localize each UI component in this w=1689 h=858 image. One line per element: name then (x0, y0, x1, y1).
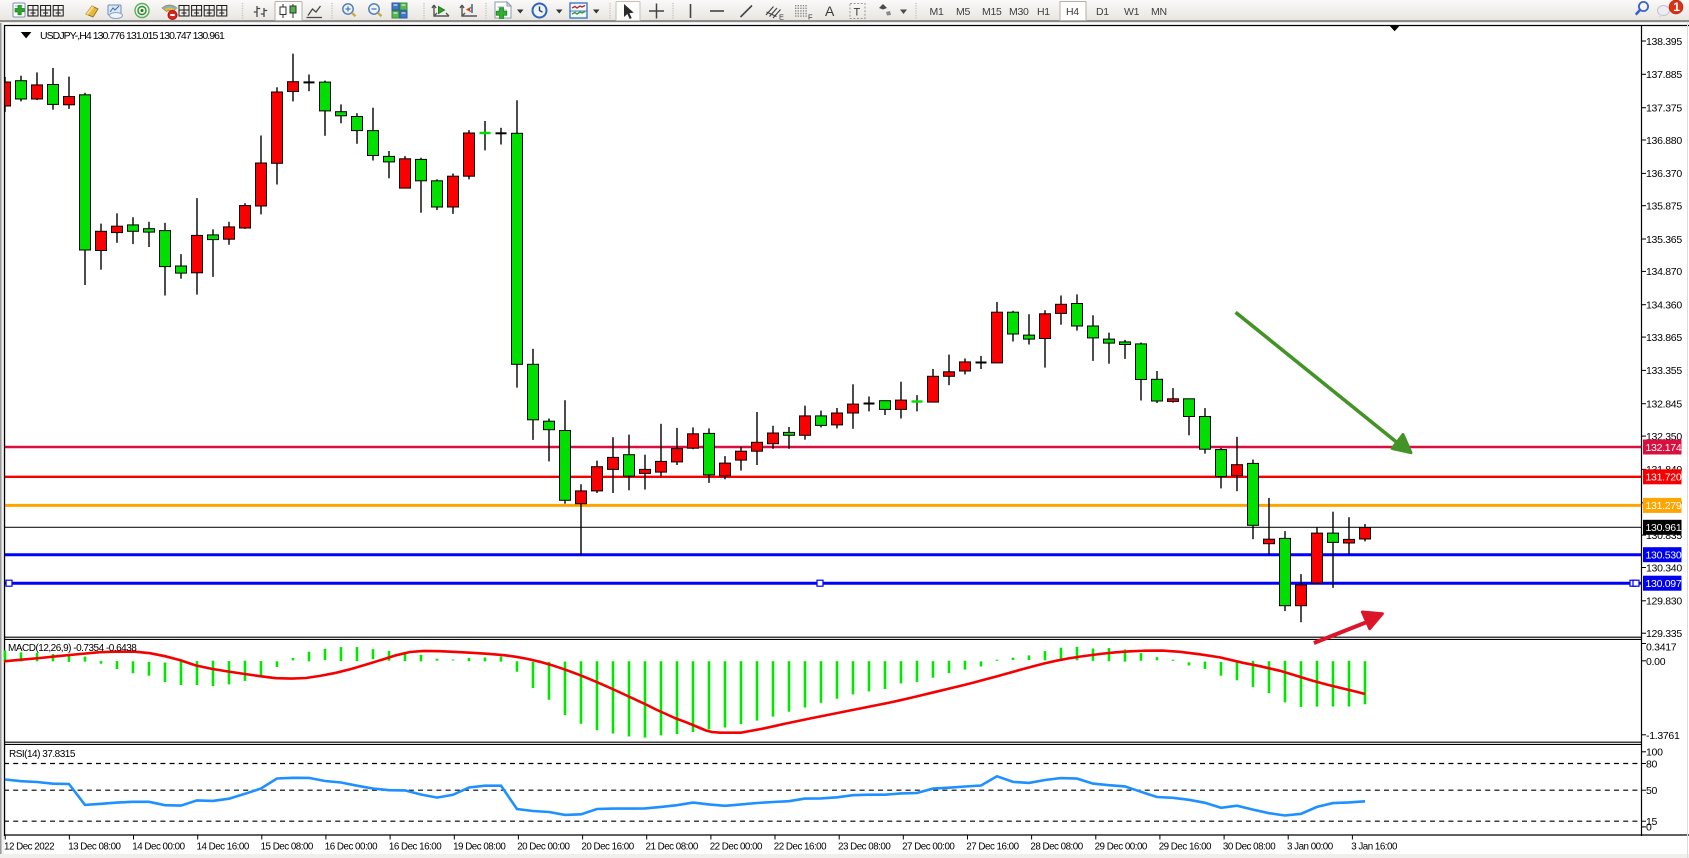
svg-text:3 Jan 00:00: 3 Jan 00:00 (1287, 842, 1334, 853)
svg-text:H4: H4 (1066, 6, 1079, 18)
svg-text:RSI(14) 37.8315: RSI(14) 37.8315 (9, 749, 76, 760)
svg-text:129.335: 129.335 (1646, 628, 1682, 640)
svg-text:1: 1 (1673, 0, 1680, 14)
svg-text:M5: M5 (956, 6, 970, 18)
svg-text:50: 50 (1646, 785, 1658, 797)
svg-text:137.375: 137.375 (1646, 103, 1682, 115)
svg-text:129.830: 129.830 (1646, 596, 1682, 608)
svg-text:M15: M15 (982, 6, 1002, 18)
svg-text:29 Dec 00:00: 29 Dec 00:00 (1095, 842, 1148, 853)
svg-text:15 Dec 08:00: 15 Dec 08:00 (261, 842, 314, 853)
svg-text:15: 15 (1646, 816, 1658, 828)
svg-text:12 Dec 2022: 12 Dec 2022 (4, 842, 54, 853)
svg-text:0: 0 (1646, 822, 1652, 834)
svg-text:136.370: 136.370 (1646, 168, 1682, 180)
svg-text:135.365: 135.365 (1646, 234, 1682, 246)
svg-text:19 Dec 08:00: 19 Dec 08:00 (453, 842, 506, 853)
svg-text:130.097: 130.097 (1646, 578, 1682, 590)
svg-text:21 Dec 08:00: 21 Dec 08:00 (646, 842, 699, 853)
svg-text:133.865: 133.865 (1646, 332, 1682, 344)
svg-text:131.279: 131.279 (1646, 500, 1682, 512)
svg-text:A: A (825, 3, 835, 19)
svg-text:80: 80 (1646, 758, 1658, 770)
svg-text:29 Dec 16:00: 29 Dec 16:00 (1159, 842, 1212, 853)
svg-text:14 Dec 16:00: 14 Dec 16:00 (197, 842, 250, 853)
svg-text:22 Dec 16:00: 22 Dec 16:00 (774, 842, 827, 853)
svg-text:14 Dec 00:00: 14 Dec 00:00 (132, 842, 185, 853)
svg-text:132.845: 132.845 (1646, 399, 1682, 411)
svg-text:W1: W1 (1124, 6, 1140, 18)
svg-text:130.530: 130.530 (1646, 550, 1682, 562)
svg-text:16 Dec 16:00: 16 Dec 16:00 (389, 842, 442, 853)
svg-text:131.720: 131.720 (1646, 472, 1682, 484)
svg-text:USDJPY-,H4 130.776 131.015 13: USDJPY-,H4 130.776 131.015 130.747 130.9… (40, 30, 225, 42)
svg-text:135.875: 135.875 (1646, 201, 1682, 213)
svg-text:E: E (779, 13, 784, 22)
svg-text:130.340: 130.340 (1646, 562, 1682, 574)
svg-text:100: 100 (1646, 747, 1663, 759)
svg-text:130.961: 130.961 (1646, 522, 1682, 534)
svg-text:136.880: 136.880 (1646, 135, 1682, 147)
svg-text:132.174: 132.174 (1646, 442, 1682, 454)
svg-text:22 Dec 00:00: 22 Dec 00:00 (710, 842, 763, 853)
svg-text:30 Dec 08:00: 30 Dec 08:00 (1223, 842, 1276, 853)
svg-text:0.3417: 0.3417 (1646, 641, 1677, 653)
svg-text:0.00: 0.00 (1646, 656, 1666, 668)
svg-text:F: F (808, 13, 813, 22)
svg-text:M30: M30 (1009, 6, 1029, 18)
svg-text:23 Dec 08:00: 23 Dec 08:00 (838, 842, 891, 853)
svg-text:20 Dec 00:00: 20 Dec 00:00 (517, 842, 570, 853)
svg-text:MN: MN (1151, 6, 1167, 18)
svg-text:T: T (854, 7, 861, 19)
svg-text:M1: M1 (930, 6, 944, 18)
svg-text:16 Dec 00:00: 16 Dec 00:00 (325, 842, 378, 853)
svg-text:133.355: 133.355 (1646, 365, 1682, 377)
svg-text:13 Dec 08:00: 13 Dec 08:00 (68, 842, 121, 853)
svg-text:134.870: 134.870 (1646, 266, 1682, 278)
svg-text:27 Dec 16:00: 27 Dec 16:00 (966, 842, 1019, 853)
svg-text:H1: H1 (1037, 6, 1050, 18)
svg-text:20 Dec 16:00: 20 Dec 16:00 (581, 842, 634, 853)
svg-text:MACD(12,26,9) -0.7354 -0.6438: MACD(12,26,9) -0.7354 -0.6438 (8, 643, 137, 654)
svg-text:3 Jan 16:00: 3 Jan 16:00 (1351, 842, 1398, 853)
svg-text:134.360: 134.360 (1646, 300, 1682, 312)
svg-text:-1.3761: -1.3761 (1646, 730, 1680, 742)
svg-text:27 Dec 00:00: 27 Dec 00:00 (902, 842, 955, 853)
svg-text:137.885: 137.885 (1646, 69, 1682, 81)
svg-text:138.395: 138.395 (1646, 36, 1682, 48)
svg-text:28 Dec 08:00: 28 Dec 08:00 (1030, 842, 1083, 853)
svg-text:D1: D1 (1096, 6, 1109, 18)
